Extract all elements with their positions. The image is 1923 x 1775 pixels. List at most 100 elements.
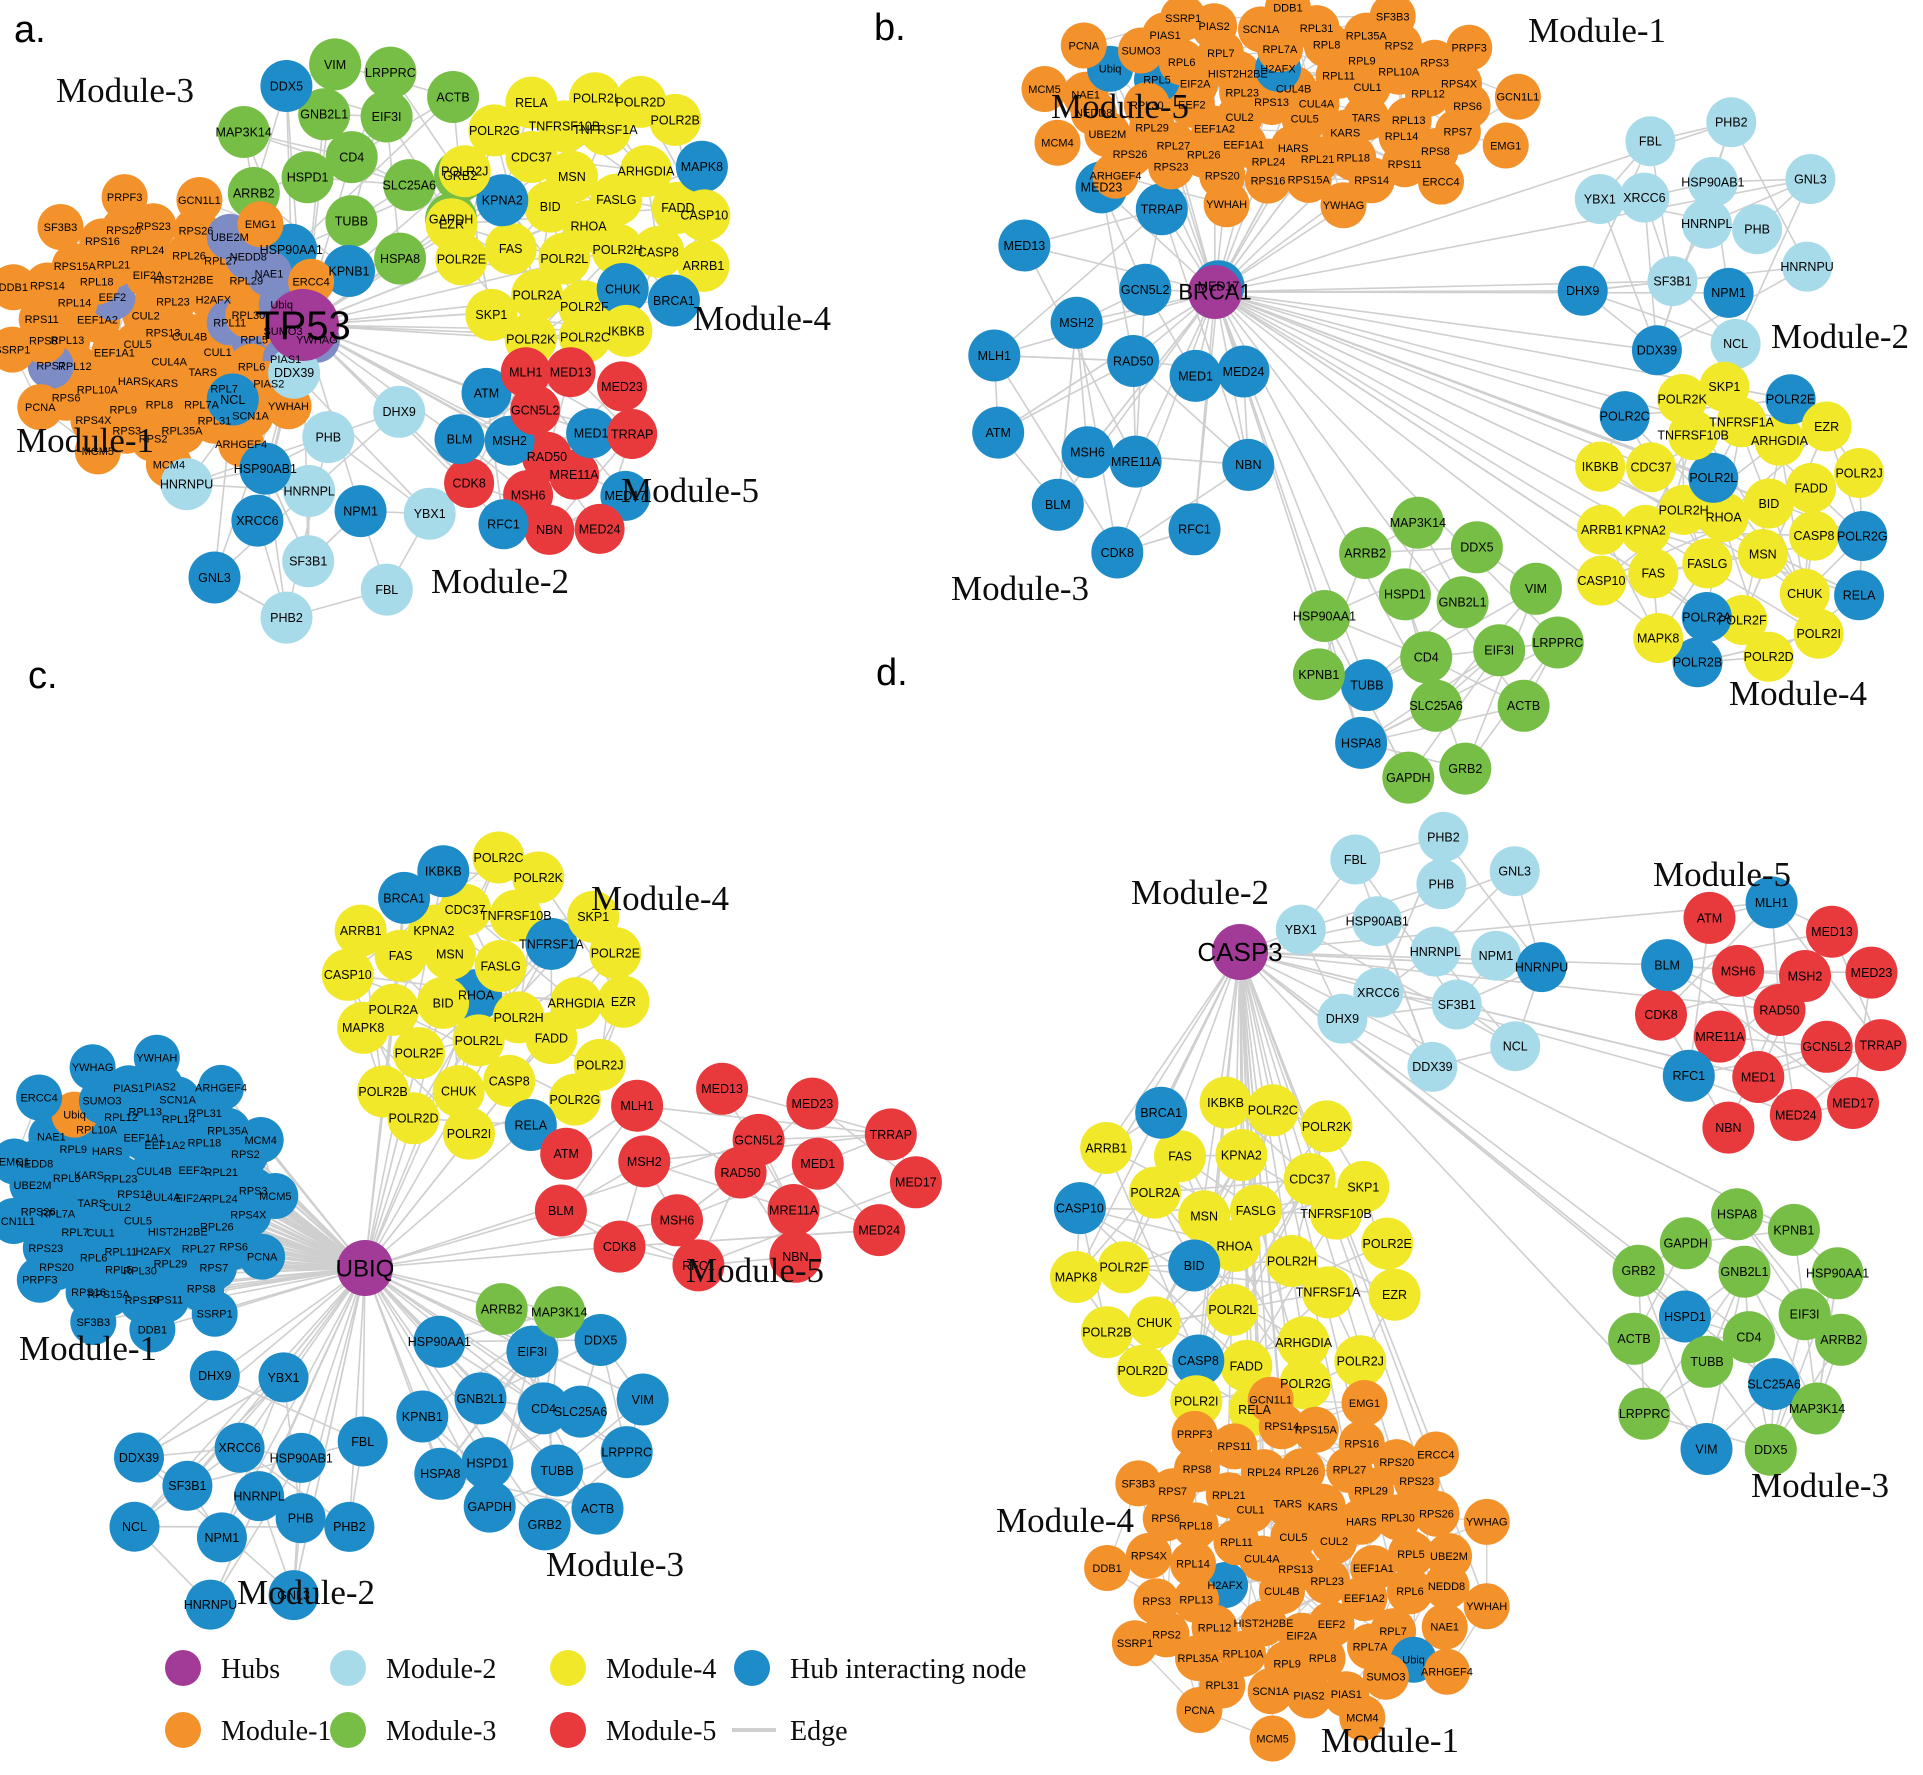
legend-label-edge: Edge (790, 1716, 848, 1747)
node-label-MSN: MSN (1190, 1210, 1218, 1224)
node-label-BLM: BLM (548, 1204, 574, 1218)
node-label-POLR2G: POLR2G (550, 1093, 601, 1107)
node-label-FAS: FAS (1641, 567, 1665, 581)
node-POLR2J (1334, 1335, 1387, 1388)
node-label-GCN1L1: GCN1L1 (0, 1216, 35, 1228)
node-label-ERCC4: ERCC4 (1417, 1449, 1454, 1461)
node-label-EIF3I: EIF3I (1484, 644, 1514, 658)
node-KPNB1 (1767, 1203, 1820, 1256)
node-CASP8 (632, 225, 685, 278)
node-NAE1 (1421, 1603, 1468, 1650)
node-label-HSP90AB1: HSP90AB1 (1681, 175, 1744, 189)
node-CDK8 (593, 1220, 646, 1273)
node-CDC37 (1626, 442, 1676, 493)
node-MAPK8 (1633, 613, 1684, 663)
node-label-KPNA2: KPNA2 (482, 194, 523, 208)
node-label-VIM: VIM (1695, 1442, 1717, 1456)
node-SLC25A6 (383, 159, 436, 212)
node-label-RHOA: RHOA (570, 220, 607, 234)
node-label-CASP8: CASP8 (638, 245, 679, 259)
node-MED24 (574, 503, 625, 554)
node-label-RPL27: RPL27 (204, 255, 238, 267)
node-MED24 (1769, 1089, 1822, 1141)
node-label-RPL5: RPL5 (1143, 75, 1171, 87)
node-label-POLR2C: POLR2C (473, 851, 523, 865)
node-label-POLR2G: POLR2G (1280, 1377, 1331, 1391)
node-label-PRPF3: PRPF3 (1451, 43, 1486, 55)
node-label-MRE11A: MRE11A (1111, 455, 1161, 469)
node-CHUK (1128, 1296, 1181, 1349)
node-label-RPL30: RPL30 (1381, 1512, 1415, 1524)
node-label-CHUK: CHUK (1787, 587, 1823, 601)
node-label-POLR2J: POLR2J (576, 1058, 623, 1072)
node-POLR2K (1657, 374, 1708, 424)
node-label-FAS: FAS (389, 949, 413, 963)
node-label-LRPPRC: LRPPRC (365, 66, 416, 80)
node-label-RFC1: RFC1 (487, 518, 520, 532)
node-POLR2H (591, 223, 644, 276)
module-label-c-module3: Module-3 (546, 1545, 684, 1584)
panel-d-labels: HNRNPL NPM1 SF3B1 XRCC6 HSP90AB1 PHB PHB2 GNL3 H… (876, 652, 1902, 1760)
node-SKP1 (1699, 361, 1750, 412)
node-label-EEF2: EEF2 (99, 292, 127, 304)
module-label-d-module1: Module-1 (1321, 1721, 1459, 1760)
node-GRB2 (1612, 1244, 1665, 1297)
node-label-KPNB1: KPNB1 (402, 1410, 443, 1424)
node-label-PCNA: PCNA (1069, 40, 1100, 52)
node-label-RPL29: RPL29 (229, 275, 263, 287)
node-RPL13 (1173, 1576, 1220, 1623)
node-label-PIAS2: PIAS2 (253, 379, 284, 391)
node-label-RPL30: RPL30 (1130, 100, 1164, 112)
node-label-TNFRSF1A: TNFRSF1A (1296, 1286, 1361, 1300)
node-label-POLR2G: POLR2G (1837, 529, 1888, 543)
node-RPL30 (1123, 82, 1170, 129)
node-label-GNB2L1: GNB2L1 (1721, 1265, 1769, 1279)
node-NCL (1490, 1021, 1541, 1072)
node-ATM (461, 367, 512, 418)
node-label-POLR2C: POLR2C (1600, 409, 1650, 423)
node-GAPDH (1659, 1217, 1712, 1270)
node-label-RPS13: RPS13 (146, 328, 181, 340)
node-label-PIAS2: PIAS2 (145, 1081, 176, 1093)
node-EMG1 (1482, 122, 1529, 169)
node-MAP3K14 (1391, 496, 1444, 549)
node-SLC25A6 (554, 1385, 607, 1438)
node-label-MED13: MED13 (701, 1082, 743, 1096)
node-label-RPS26: RPS26 (1419, 1509, 1454, 1521)
node-label-RPL29: RPL29 (154, 1258, 188, 1270)
node-MED13 (545, 347, 596, 398)
node-label-PIAS1: PIAS1 (1150, 30, 1181, 42)
node-label-RPS20: RPS20 (106, 225, 141, 237)
node-ARHGDIA (1277, 1316, 1330, 1369)
node-label-RPL8: RPL8 (1313, 39, 1341, 51)
node-label-RPS11: RPS11 (25, 314, 59, 326)
node-SLC25A6 (1410, 679, 1463, 732)
node-label-RPL23: RPL23 (104, 1174, 138, 1186)
node-label-GCN5L2: GCN5L2 (734, 1133, 783, 1147)
node-label-ARHGDIA: ARHGDIA (1751, 434, 1809, 448)
edge (133, 1376, 285, 1528)
node-label-HNRNPU: HNRNPU (184, 1598, 237, 1612)
node-MSN (1178, 1190, 1231, 1243)
node-label-GCN5L2: GCN5L2 (1802, 1040, 1851, 1054)
node-label-FADD: FADD (1230, 1359, 1263, 1373)
node-label-POLR2H: POLR2H (592, 243, 642, 257)
node-label-RPS15A: RPS15A (1288, 175, 1331, 187)
node-label-DDX39: DDX39 (119, 1451, 159, 1465)
node-RPL26 (1279, 1448, 1325, 1495)
node-label-CASP8: CASP8 (1794, 529, 1835, 543)
node-label-H2AFX: H2AFX (1207, 1580, 1243, 1592)
node-KARS (1299, 1483, 1346, 1530)
node-label-LRPPRC: LRPPRC (601, 1446, 652, 1460)
node-label-RPL10A: RPL10A (77, 385, 119, 397)
node-label-KARS: KARS (1308, 1502, 1338, 1514)
node-label-RPS4X: RPS4X (1441, 79, 1478, 91)
node-label-RPS23: RPS23 (136, 221, 171, 233)
node-label-RPL24: RPL24 (1247, 1467, 1281, 1479)
node-label-NEDD8: NEDD8 (1428, 1581, 1465, 1593)
node-label-RPL12: RPL12 (58, 361, 92, 373)
node-label-CDK8: CDK8 (452, 476, 485, 490)
node-label-EEF1A1: EEF1A1 (1353, 1563, 1394, 1575)
node-label-MAPK8: MAPK8 (342, 1021, 384, 1035)
node-SF3B3 (37, 204, 84, 250)
